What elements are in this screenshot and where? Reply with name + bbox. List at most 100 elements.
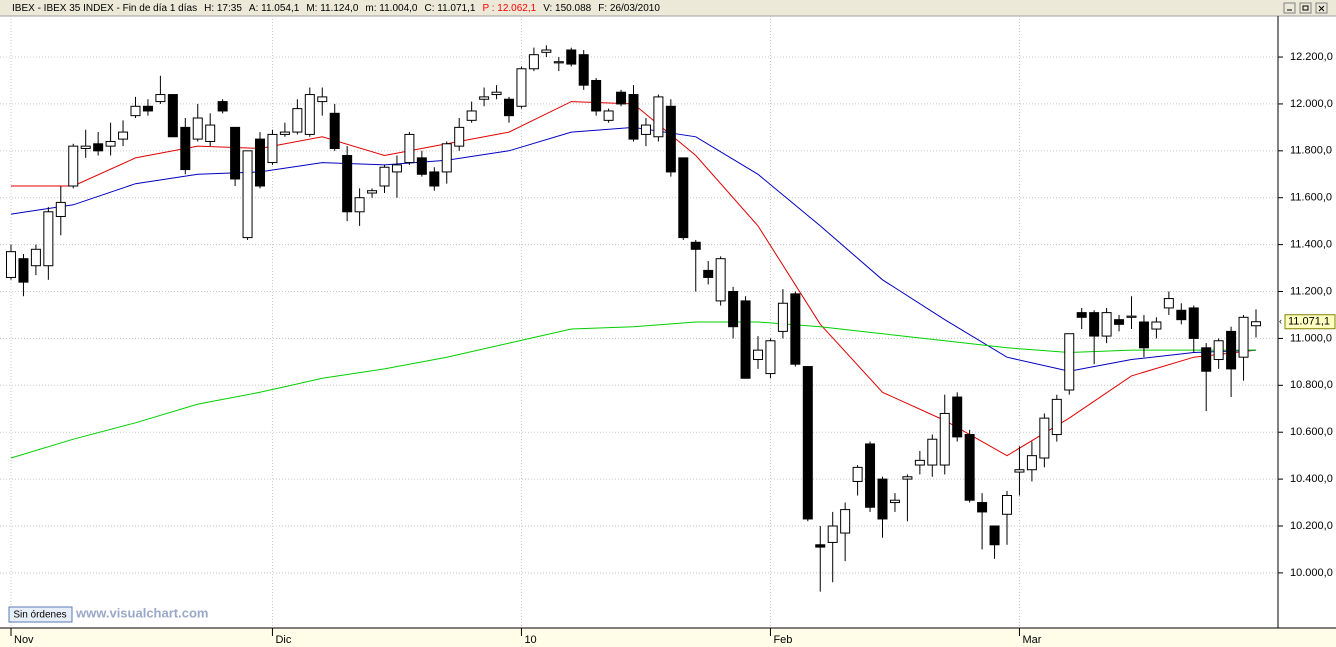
window-buttons[interactable]	[1283, 2, 1328, 14]
candle-body	[1213, 340, 1224, 361]
candle-body	[1039, 417, 1050, 459]
candle-body	[827, 525, 838, 543]
candle-body	[404, 133, 415, 164]
candle-body	[217, 101, 228, 112]
candle-body	[1089, 312, 1100, 337]
last-price-label: 11.071,1	[1288, 316, 1330, 328]
header-text: IBEX - IBEX 35 INDEX - Fin de día 1 días…	[12, 3, 660, 14]
candle-body	[1126, 315, 1137, 318]
candle-body	[205, 124, 216, 142]
header-item: IBEX - IBEX 35 INDEX - Fin de día 1 días	[12, 3, 197, 14]
candle-body	[479, 96, 490, 100]
candle-body	[927, 438, 938, 466]
candle-body	[192, 117, 203, 140]
header-item: V: 150.088	[543, 3, 591, 14]
candle-body	[1051, 398, 1062, 436]
candle-body	[690, 241, 701, 250]
candle-body	[1138, 321, 1149, 349]
candle-body	[1176, 309, 1187, 321]
candle-body	[180, 126, 191, 171]
candle-body	[815, 544, 826, 548]
candle-body	[167, 94, 178, 138]
candle-body	[491, 91, 502, 96]
candle-body	[367, 190, 378, 194]
candle-body	[441, 143, 452, 173]
header-item: P : 12.062,1	[482, 3, 536, 14]
candle-body	[30, 248, 41, 267]
y-tick-label: 12.000,0	[1290, 98, 1333, 110]
candle-body	[840, 509, 851, 534]
candle-body	[1114, 319, 1125, 325]
candle-body	[1163, 298, 1174, 309]
candle-body	[628, 94, 639, 140]
candle-body	[616, 91, 627, 105]
candle-body	[553, 61, 564, 64]
candle-body	[753, 349, 763, 361]
candle-body	[1238, 316, 1249, 358]
candle-body	[1188, 307, 1199, 339]
header-item: A: 11.054,1	[249, 3, 300, 14]
x-tick-label: Mar	[1022, 634, 1041, 646]
orders-button-label[interactable]: Sin órdenes	[13, 610, 66, 621]
plot-area	[0, 16, 1283, 628]
candle-body	[342, 155, 353, 213]
y-tick-label: 10.600,0	[1290, 426, 1333, 438]
last-price-box	[1284, 314, 1336, 330]
candle-body	[416, 157, 427, 175]
candle-body	[977, 502, 988, 513]
y-tick-label: 12.200,0	[1290, 51, 1333, 63]
candle-body	[230, 126, 241, 180]
header-item: F: 26/03/2010	[598, 3, 660, 14]
candle-body	[130, 105, 141, 117]
candle-body	[1151, 321, 1162, 330]
candle-body	[93, 143, 104, 152]
x-tick-label: 10	[524, 634, 536, 646]
candle-body	[105, 140, 116, 147]
candle-body	[952, 396, 963, 438]
candle-body	[6, 251, 16, 278]
candle-body	[292, 108, 303, 133]
y-tick-label: 11.400,0	[1290, 239, 1332, 251]
candle-body	[155, 94, 166, 103]
candle-body	[715, 258, 726, 302]
y-tick-label: 10.800,0	[1290, 379, 1333, 391]
candle-body	[504, 98, 514, 117]
candle-body	[939, 412, 950, 466]
candle-body	[777, 302, 788, 332]
candle-body	[1026, 455, 1037, 471]
x-tick-label: Nov	[14, 634, 34, 646]
candle-body	[304, 94, 315, 135]
candle-body	[578, 54, 589, 86]
candle-body	[528, 54, 539, 70]
close-icon	[1318, 5, 1325, 12]
candle-body	[989, 525, 1000, 546]
candle-body	[765, 340, 776, 375]
candle-body	[1101, 312, 1112, 337]
header-item: m: 11.004,0	[365, 3, 418, 14]
minimize-button[interactable]	[1283, 2, 1296, 14]
y-tick-label: 10.200,0	[1290, 520, 1333, 532]
candle-body	[1201, 347, 1212, 372]
restore-icon	[1302, 5, 1309, 11]
candle-body	[603, 110, 614, 121]
candle-body	[55, 201, 66, 217]
candle-body	[865, 443, 876, 508]
y-tick-label: 11.800,0	[1290, 145, 1332, 157]
candle-body	[279, 131, 290, 135]
header-item: C: 11.071,1	[424, 3, 475, 14]
candle-body	[429, 171, 440, 187]
candle-body	[317, 96, 328, 103]
candle-body	[242, 150, 253, 239]
candle-body	[914, 459, 925, 466]
y-tick-label: 10.400,0	[1290, 473, 1333, 485]
header-item: M: 11.124,0	[306, 3, 359, 14]
candle-body	[790, 293, 801, 365]
orders-button[interactable]	[8, 606, 73, 623]
y-tick-label: 10.000,0	[1290, 567, 1333, 579]
x-tick-label: Dic	[275, 634, 291, 646]
candle-body	[68, 145, 79, 187]
restore-button[interactable]	[1299, 2, 1312, 14]
